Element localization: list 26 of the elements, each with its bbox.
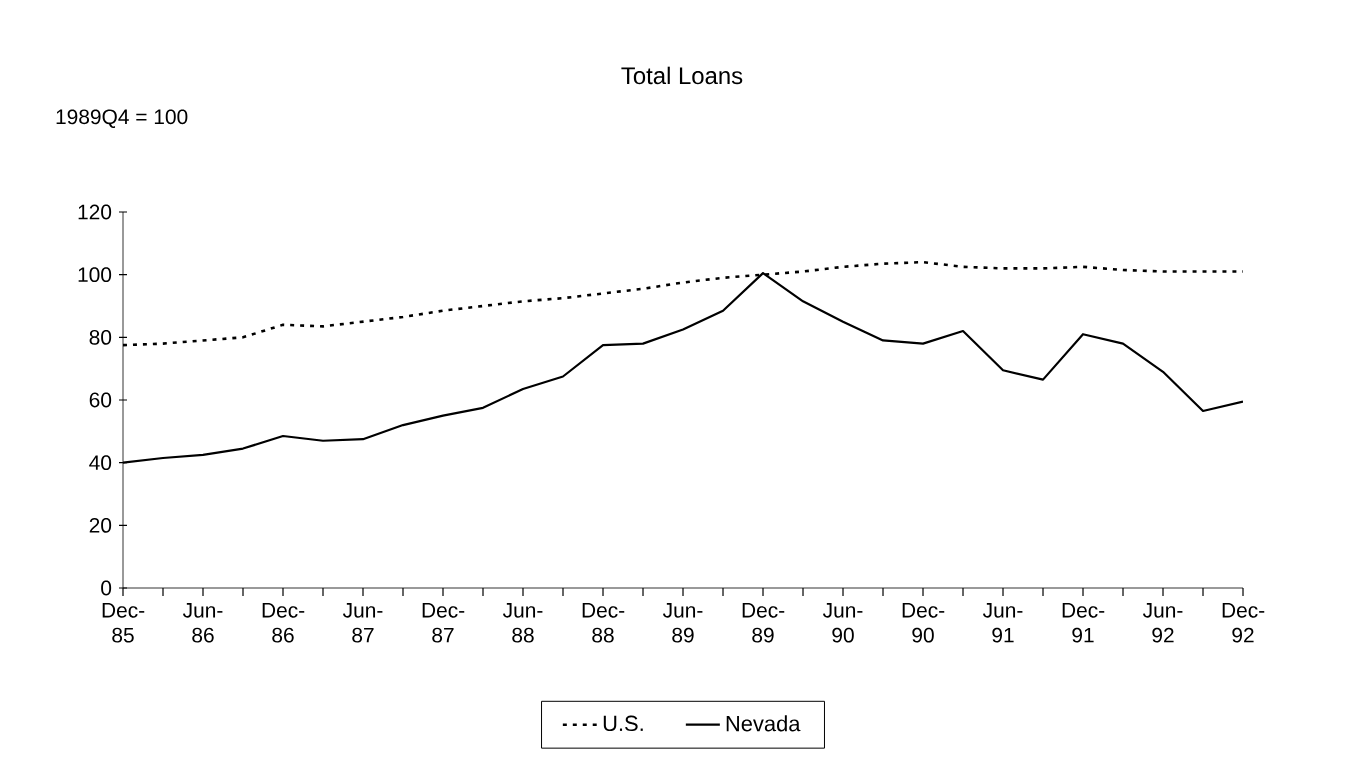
legend-label: Nevada xyxy=(726,715,801,732)
chart-title: Total Loans xyxy=(621,66,743,85)
x-tick-label: Dec-86 xyxy=(262,603,305,643)
legend-label: U.S. xyxy=(603,715,643,732)
x-tick-label: Dec-90 xyxy=(902,603,945,643)
x-tick-label: Jun-86 xyxy=(182,603,223,643)
y-tick-label: 120 xyxy=(78,204,112,220)
y-tick-label: 0 xyxy=(101,580,112,596)
x-tick-label: Dec-89 xyxy=(742,603,785,643)
x-tick-label: Dec-87 xyxy=(422,603,465,643)
x-tick-label: Dec-88 xyxy=(582,603,625,643)
y-axis-title: 1989Q4 = 100 xyxy=(56,109,188,128)
x-tick-label: Jun-92 xyxy=(1142,603,1183,643)
x-tick-label: Jun-87 xyxy=(342,603,383,643)
x-tick-label: Jun-90 xyxy=(822,603,863,643)
y-tick-label: 100 xyxy=(78,267,112,283)
y-tick-label: 80 xyxy=(89,329,112,345)
x-tick-label: Dec-92 xyxy=(1222,603,1265,643)
y-tick-label: 20 xyxy=(89,517,112,533)
x-tick-label: Dec-85 xyxy=(102,603,145,643)
x-tick-label: Jun-91 xyxy=(982,603,1023,643)
x-tick-label: Jun-88 xyxy=(502,603,543,643)
x-tick-label: Dec-91 xyxy=(1062,603,1105,643)
y-tick-label: 60 xyxy=(89,392,112,408)
y-tick-label: 40 xyxy=(89,455,112,471)
x-tick-label: Jun-89 xyxy=(662,603,703,643)
